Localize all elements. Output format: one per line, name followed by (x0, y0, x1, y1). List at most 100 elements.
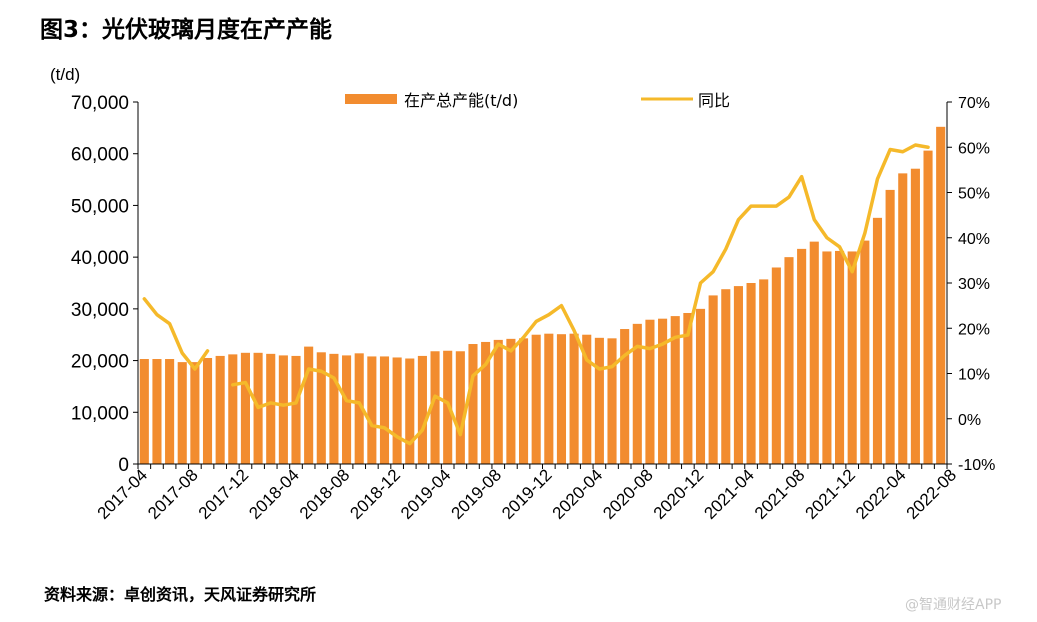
x-axis-tick-label: 2020-12 (650, 465, 708, 523)
bar (708, 295, 718, 464)
bar (417, 355, 427, 464)
bar (645, 319, 655, 464)
bar (771, 267, 781, 464)
bar (759, 279, 769, 464)
x-axis-tick-label: 2021-12 (801, 465, 859, 523)
legend-label-line: 同比 (698, 91, 730, 110)
bar (202, 357, 213, 464)
bar (847, 251, 857, 464)
bar (493, 339, 503, 464)
watermark: @智通财经APP (905, 597, 1002, 613)
legend-swatch-bar (345, 94, 397, 104)
bar (835, 250, 845, 464)
bar (291, 355, 301, 464)
bar (797, 248, 807, 464)
right-axis-tick-label: 50% (958, 186, 990, 203)
bar (165, 359, 175, 464)
x-axis-tick-label: 2017-08 (144, 465, 202, 523)
bar (910, 168, 920, 464)
x-axis-tick-label: 2018-04 (245, 465, 303, 523)
right-axis-tick-label: 70% (958, 95, 990, 112)
bar (367, 356, 377, 464)
left-axis-tick-label: 70,000 (71, 93, 129, 114)
bar (392, 357, 402, 464)
legend-label-bar: 在产总产能(t/d) (404, 91, 518, 110)
x-axis-tick-label: 2022-04 (852, 465, 910, 523)
bar (885, 189, 895, 464)
bar (468, 344, 478, 464)
yoy-line-segment (142, 297, 210, 371)
bar (152, 359, 162, 464)
bar (594, 337, 604, 464)
bar (354, 353, 364, 464)
bar (531, 334, 541, 464)
right-axis-tick-label: -10% (958, 457, 995, 474)
bar (190, 362, 200, 464)
bar (670, 316, 680, 464)
left-axis-tick-label: 30,000 (71, 300, 129, 321)
bar (658, 318, 668, 464)
bar (278, 355, 288, 464)
left-axis-tick-label: 0 (118, 455, 129, 476)
bar (607, 338, 617, 464)
left-axis-tick-label: 50,000 (71, 196, 129, 217)
right-axis-tick-label: 40% (958, 231, 990, 248)
left-axis-tick-label: 40,000 (71, 248, 129, 269)
right-axis-tick-label: 0% (958, 412, 981, 429)
bar (316, 352, 326, 464)
x-axis-tick-label: 2022-08 (903, 465, 961, 523)
source-note: 资料来源：卓创资讯，天风证券研究所 (44, 585, 317, 604)
bar (215, 355, 225, 464)
left-axis-tick-label: 10,000 (71, 403, 129, 424)
bar (139, 359, 149, 464)
bar (632, 323, 642, 464)
bar (455, 351, 465, 464)
x-axis-tick-label: 2019-08 (448, 465, 506, 523)
x-axis-tick-label: 2018-08 (296, 465, 354, 523)
bar (266, 353, 276, 464)
bar (683, 312, 693, 464)
bar (746, 283, 756, 464)
bar (872, 217, 883, 464)
legend: 在产总产能(t/d) 同比 (345, 91, 730, 110)
bar (898, 173, 908, 464)
bar (342, 355, 352, 464)
bar (177, 362, 187, 464)
bar (569, 333, 579, 464)
x-axis-tick-label: 2021-08 (751, 465, 809, 523)
bar (733, 286, 743, 464)
x-axis-tick-label: 2019-12 (498, 465, 556, 523)
bar (695, 308, 706, 464)
bar (518, 338, 529, 464)
x-axis-tick-label: 2020-08 (599, 465, 657, 523)
yoy-line-segment (231, 143, 930, 446)
bar (405, 358, 415, 464)
right-axis-tick-label: 60% (958, 140, 990, 157)
bar (379, 356, 390, 464)
x-axis-tick-label: 2019-04 (397, 465, 455, 523)
bar (936, 126, 946, 464)
bar (721, 289, 731, 464)
x-axis-tick-label: 2018-12 (346, 465, 404, 523)
bar (228, 354, 238, 464)
plot-area: 0 10,000 20,000 30,000 40,000 50,000 60,000 70,… (71, 93, 995, 523)
bar (240, 352, 250, 464)
bar (784, 257, 794, 464)
bar (923, 150, 933, 465)
bar (329, 353, 339, 464)
bar (582, 334, 592, 464)
x-axis-tick-label: 2020-04 (549, 465, 607, 523)
left-axis-tick-label: 60,000 (71, 145, 129, 166)
right-axis-tick-label: 30% (958, 276, 990, 293)
bar (809, 241, 819, 464)
right-axis-tick-label: 20% (958, 321, 990, 338)
left-axis-unit: (t/d) (50, 65, 80, 84)
x-axis-tick-label: 2021-04 (700, 465, 758, 523)
bar (304, 346, 314, 464)
x-axis-tick-label: 2017-12 (195, 465, 253, 523)
left-axis-tick-label: 20,000 (71, 352, 129, 373)
bar (556, 334, 567, 464)
bar (430, 351, 440, 464)
bar (860, 240, 870, 464)
